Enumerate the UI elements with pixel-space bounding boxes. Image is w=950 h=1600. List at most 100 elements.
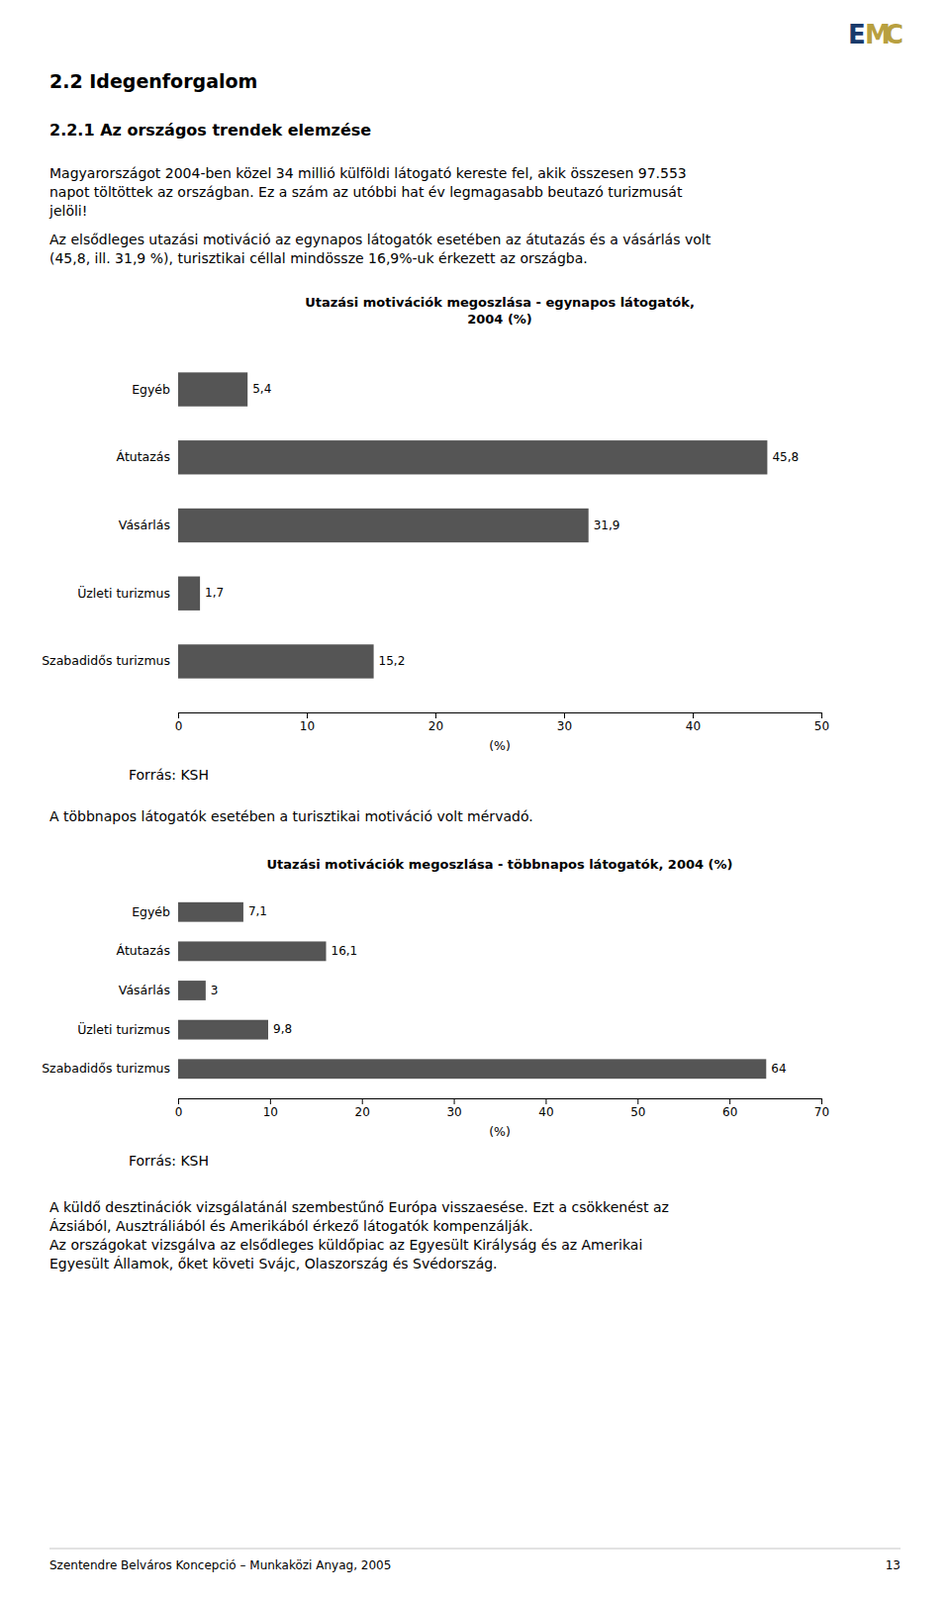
bar [178, 1058, 766, 1079]
y-tick-label: Egyéb [131, 904, 171, 920]
background [0, 0, 950, 1600]
x-tick-mark [545, 1098, 547, 1105]
x-axis-line [179, 1099, 823, 1106]
data-label: 15,2 [379, 654, 406, 668]
paragraph-line: Egyesült Államok, őket követi Svájc, Ola… [49, 1255, 498, 1272]
x-tick: 0 [175, 1098, 184, 1120]
data-label: 7,1 [248, 904, 268, 919]
chart-title: Utazási motivációk megoszlása - többnapo… [267, 856, 734, 872]
heading: 2.2.1 Az országos trendek elemzése [49, 120, 372, 140]
logo-letter: E [848, 19, 866, 50]
x-tick-label: 0 [175, 719, 184, 734]
y-tick: Üzleti turizmus [77, 584, 179, 601]
x-tick-mark [178, 712, 180, 719]
heading: 2.2 Idegenforgalom [49, 70, 258, 93]
bar [178, 576, 200, 611]
y-axis: Egyéb Átutazás Vásárlás Üzleti turizmus Szab… [41, 381, 179, 669]
x-tick: 70 [814, 1098, 830, 1120]
data-label: 5,4 [252, 381, 272, 396]
y-tick-label: Vásárlás [118, 517, 171, 533]
paragraph-line: Az elsődleges utazási motiváció az egyna… [49, 231, 712, 248]
x-tick: 50 [814, 712, 830, 734]
y-tick-label: Szabadidős turizmus [41, 653, 171, 668]
x-tick-label: 40 [538, 1105, 554, 1120]
x-tick-mark [564, 712, 566, 719]
bars [178, 372, 767, 678]
x-tick: 20 [428, 712, 444, 734]
x-tick-label: 30 [446, 1105, 462, 1120]
x-tick-mark [821, 1098, 823, 1105]
source-note: Forrás: KSH [128, 1152, 209, 1169]
y-axis: Egyéb Átutazás Vásárlás Üzleti turizmus Szab… [41, 904, 179, 1077]
x-tick-label: 50 [814, 719, 830, 734]
x-tick-label: 0 [175, 1105, 184, 1120]
x-tick-label: 40 [685, 719, 701, 734]
x-tick-mark [306, 712, 308, 719]
chart: Utazási motivációk megoszlása - egynapos… [41, 294, 830, 784]
data-label: 3 [210, 983, 219, 998]
y-tick: Szabadidős turizmus [41, 1060, 179, 1076]
x-axis: 0 10 20 30 40 50 [175, 712, 830, 734]
x-tick-label: 60 [722, 1105, 738, 1120]
x-tick-label: 50 [630, 1105, 646, 1120]
page-number: 13 [885, 1558, 901, 1573]
x-tick: 10 [299, 712, 315, 734]
x-tick-mark [454, 1098, 456, 1105]
x-tick: 40 [538, 1098, 554, 1120]
x-tick-mark [729, 1098, 731, 1105]
x-tick-mark [178, 1098, 180, 1105]
y-tick: Egyéb [131, 381, 179, 397]
x-tick-mark [637, 1098, 639, 1105]
x-tick-mark [692, 712, 694, 719]
data-label: 1,7 [204, 585, 224, 600]
x-axis: 0 10 20 30 40 50 60 70 [175, 1098, 830, 1120]
y-tick-label: Szabadidős turizmus [41, 1060, 171, 1076]
paragraph-line: Ázsiából, Ausztráliából és Amerikából ér… [49, 1218, 534, 1235]
y-tick-label: Egyéb [131, 381, 171, 397]
paragraph-line: jelöli! [48, 202, 88, 219]
x-axis-title: (%) [488, 738, 511, 754]
bar [178, 941, 327, 961]
y-tick-label: Üzleti turizmus [77, 1021, 171, 1038]
x-tick-mark [362, 1098, 364, 1105]
x-tick: 50 [630, 1098, 646, 1120]
paragraph-line: A küldő desztinációk vizsgálatánál szemb… [49, 1199, 669, 1216]
x-tick-label: 10 [299, 719, 315, 734]
source-note: Forrás: KSH [128, 766, 209, 783]
data-label: 16,1 [331, 944, 359, 958]
logo-letter: C [884, 19, 904, 50]
x-tick: 10 [263, 1098, 279, 1120]
data-labels: 7,116,139,864 [210, 904, 787, 1076]
x-tick-label: 30 [557, 719, 572, 734]
x-tick-label: 20 [355, 1105, 371, 1120]
x-tick: 40 [685, 712, 701, 734]
x-tick-label: 70 [814, 1105, 830, 1120]
data-label: 31,9 [593, 518, 621, 533]
footer-text: Szentendre Belváros Koncepció – Munkaköz… [49, 1558, 391, 1573]
y-tick: Egyéb [131, 904, 179, 920]
bars [178, 902, 766, 1079]
data-label: 9,8 [273, 1022, 292, 1037]
y-tick-label: Üzleti turizmus [77, 584, 171, 601]
chart: Utazási motivációk megoszlása - többnapo… [41, 856, 830, 1170]
x-tick: 0 [175, 712, 184, 734]
x-tick-mark [270, 1098, 272, 1105]
paragraph-line: (45,8, ill. 31,9 %), turisztikai céllal … [49, 250, 588, 267]
y-tick: Szabadidős turizmus [41, 653, 179, 668]
paragraph-line: Az országokat vizsgálva az elsődleges kü… [49, 1236, 643, 1253]
y-tick: Vásárlás [118, 517, 179, 533]
bar [178, 1020, 269, 1041]
x-tick: 20 [355, 1098, 371, 1120]
y-tick: Vásárlás [118, 982, 179, 998]
y-tick: Átutazás [116, 449, 179, 465]
bar [178, 980, 206, 1001]
bar [178, 440, 767, 475]
data-label: 45,8 [771, 450, 799, 465]
x-tick: 30 [557, 712, 572, 734]
x-tick-mark [821, 712, 823, 719]
x-tick: 30 [446, 1098, 462, 1120]
y-tick: Átutazás [116, 943, 179, 958]
page: EMC2.2 Idegenforgalom2.2.1 Az országos t… [0, 0, 950, 1600]
bar [178, 902, 244, 923]
x-tick-label: 20 [428, 719, 444, 734]
